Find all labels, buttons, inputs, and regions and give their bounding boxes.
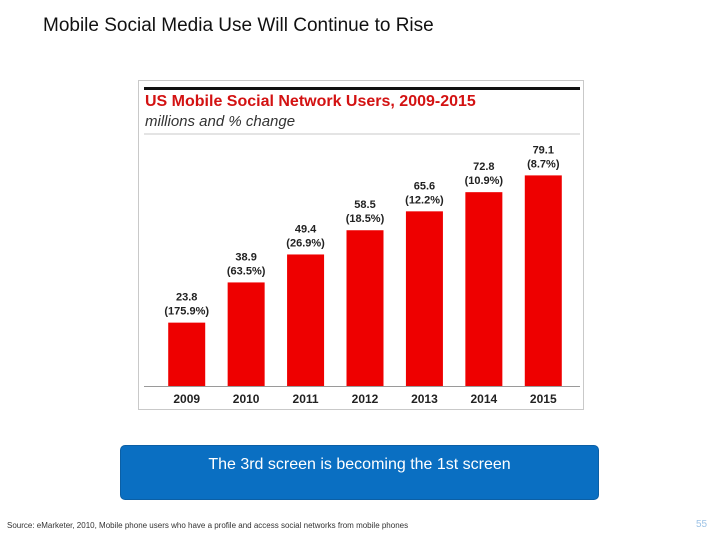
x-tick-2012: 2012 (352, 392, 379, 406)
change-label-2009: (175.9%) (164, 306, 209, 318)
callout-text: The 3rd screen is becoming the 1st scree… (208, 456, 511, 473)
value-label-2012: 58.5 (354, 199, 375, 211)
value-label-2013: 65.6 (414, 180, 435, 192)
bar-2010 (227, 282, 265, 386)
bar-2013 (405, 211, 443, 386)
page-number: 55 (696, 519, 708, 530)
x-tick-2015: 2015 (530, 392, 557, 406)
bar-2015 (524, 175, 562, 386)
x-tick-2011: 2011 (293, 392, 319, 406)
change-label-2015: (8.7%) (527, 158, 560, 170)
bar-2012 (346, 230, 384, 386)
value-label-2010: 38.9 (235, 251, 256, 263)
value-label-2009: 23.8 (176, 292, 197, 304)
chart-top-rule (144, 87, 580, 90)
bar-2011 (287, 254, 325, 386)
x-tick-2013: 2013 (411, 392, 438, 406)
change-label-2013: (12.2%) (405, 194, 444, 206)
bar-2014 (465, 192, 503, 386)
value-label-2015: 79.1 (533, 144, 554, 156)
x-tick-2014: 2014 (471, 392, 498, 406)
value-label-2014: 72.8 (473, 161, 494, 173)
x-tick-2010: 2010 (233, 392, 260, 406)
slide-title: Mobile Social Media Use Will Continue to… (43, 15, 434, 36)
source-note: Source: eMarketer, 2010, Mobile phone us… (7, 521, 409, 530)
change-label-2011: (26.9%) (286, 237, 325, 249)
callout-box: The 3rd screen is becoming the 1st scree… (120, 445, 599, 500)
bar-2009 (168, 322, 206, 386)
chart-title: US Mobile Social Network Users, 2009-201… (145, 93, 476, 110)
bar-chart: 23.8 (175.9%) 2009 38.9 (63.5%) 2010 49.4 (26.9… (144, 133, 580, 406)
x-tick-2009: 2009 (173, 392, 200, 406)
chart-frame: US Mobile Social Network Users, 2009-201… (138, 80, 584, 410)
change-label-2012: (18.5%) (346, 213, 385, 225)
chart-subtitle: millions and % change (145, 113, 296, 130)
value-label-2011: 49.4 (295, 223, 317, 235)
change-label-2010: (63.5%) (227, 265, 266, 277)
change-label-2014: (10.9%) (465, 175, 504, 187)
